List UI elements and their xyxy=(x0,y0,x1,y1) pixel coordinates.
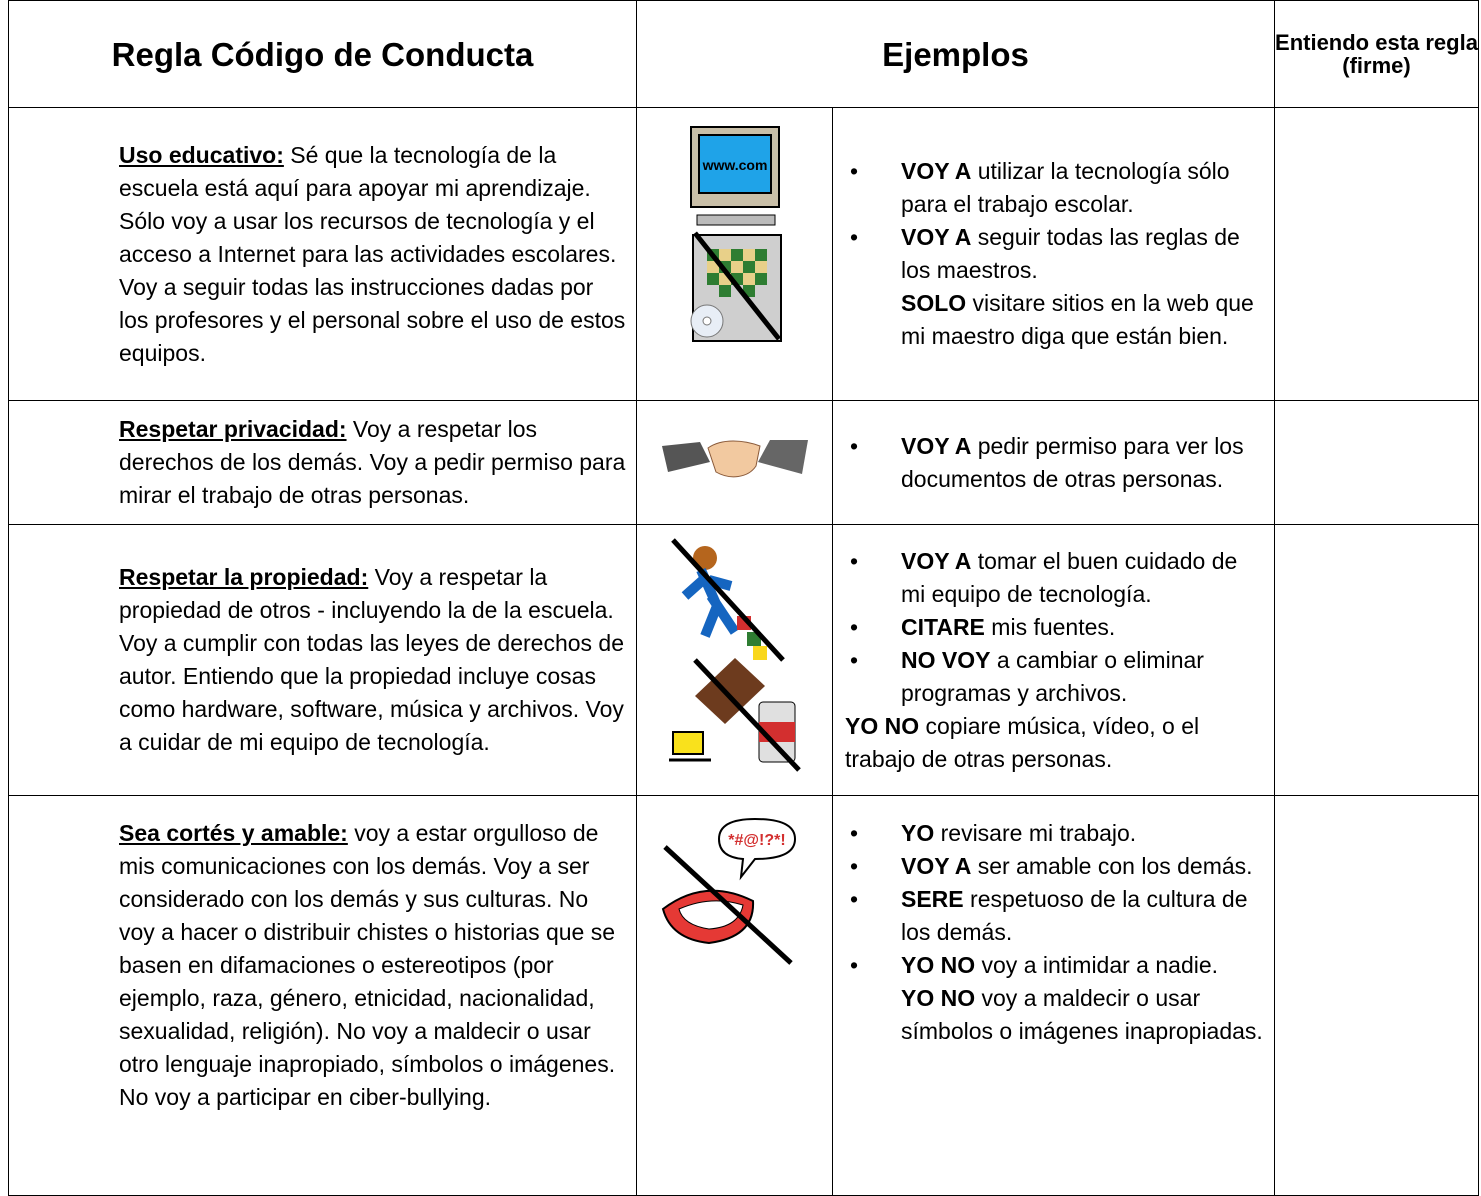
example-item: • VOY A tomar el buen cuidado de mi equip… xyxy=(833,545,1264,611)
sign-cell xyxy=(1274,795,1479,1196)
example-text: ser amable con los demás. xyxy=(971,853,1253,879)
rule-cell: Sea cortés y amable: voy a estar orgullo… xyxy=(8,795,637,1196)
example-item: • VOY A pedir permiso para ver los docume… xyxy=(833,430,1264,496)
icon-cell: www.com xyxy=(636,107,833,401)
sign-cell xyxy=(1274,107,1479,401)
rule-text: Voy a respetar la propiedad de otros - i… xyxy=(119,564,625,755)
example-bold: VOY A xyxy=(901,547,972,574)
header-row: Regla Código de Conducta Ejemplos Entien… xyxy=(8,0,1479,108)
examples-cell: • VOY A pedir permiso para ver los docume… xyxy=(832,400,1275,525)
conduct-table: Regla Código de Conducta Ejemplos Entien… xyxy=(8,0,1479,1196)
rule-title: Respetar la propiedad: xyxy=(119,564,369,590)
example-bold: YO NO xyxy=(901,952,976,978)
example-item: • VOY A utilizar la tecnología sólo para … xyxy=(833,155,1264,221)
bullet: • xyxy=(850,432,859,459)
example-item: • YO revisare mi trabajo. xyxy=(833,817,1264,850)
header-cell: Regla Código de Conducta xyxy=(8,0,637,108)
example-item: • YO NO voy a intimidar a nadie. xyxy=(833,949,1264,982)
example-item: SOLO visitare sitios en la web que mi ma… xyxy=(833,287,1264,353)
example-bold: NO VOY xyxy=(901,646,991,673)
bullet: • xyxy=(850,646,859,673)
example-text: seguir todas las reglas de los maestros. xyxy=(901,224,1240,283)
bullet: • xyxy=(850,820,859,846)
icon-cell xyxy=(636,524,833,796)
rule-text: Voy a respetar los derechos de los demás… xyxy=(119,416,626,508)
example-item: YO NO copiare música, vídeo, o el trabaj… xyxy=(833,710,1264,776)
bullet: • xyxy=(850,886,859,912)
bullet: • xyxy=(850,613,859,640)
handshake-icon xyxy=(661,440,808,478)
example-text: copiare música, vídeo, o el trabajo de o… xyxy=(845,712,1200,772)
example-bold: VOY A xyxy=(901,158,972,184)
bullet: • xyxy=(850,224,859,250)
example-item: • VOY A ser amable con los demás. xyxy=(833,850,1264,883)
examples-cell: • VOY A tomar el buen cuidado de mi equip… xyxy=(832,524,1275,796)
example-bold: SERE xyxy=(901,886,964,912)
rule-text: voy a estar orgulloso de mis comunicacio… xyxy=(119,820,616,1110)
bullet: • xyxy=(850,952,859,978)
example-item: • SERE respetuoso de la cultura de los de… xyxy=(833,883,1264,949)
icon-text: *#@!?*! xyxy=(728,832,785,849)
example-bold: VOY A xyxy=(901,432,972,459)
rule-title: Sea cortés y amable: xyxy=(119,820,348,846)
example-bold: VOY A xyxy=(901,853,972,879)
example-bold: SOLO xyxy=(901,290,967,316)
sign-cell xyxy=(1274,524,1479,796)
property-icons xyxy=(668,537,801,772)
rule-title: Respetar privacidad: xyxy=(119,416,347,442)
icon-cell xyxy=(636,400,833,525)
example-text: pedir permiso para ver los documentos de… xyxy=(901,432,1244,492)
bullet: • xyxy=(850,158,859,184)
row: Respetar la propiedad: Voy a respetar la… xyxy=(8,524,1479,796)
examples-cell: • YO revisare mi trabajo. • VOY A ser amabl… xyxy=(832,795,1275,1196)
example-text: tomar el buen cuidado de mi equipo de te… xyxy=(901,547,1238,607)
example-text: mis fuentes. xyxy=(984,613,1116,640)
example-item: • CITARE mis fuentes. xyxy=(833,611,1264,644)
rule-title: Uso educativo: xyxy=(119,141,284,168)
rule-cell: Respetar privacidad: Voy a respetar los … xyxy=(8,400,637,525)
example-text: utilizar la tecnología sólo para el trab… xyxy=(901,158,1230,217)
example-bold: VOY A xyxy=(901,224,972,250)
icon-text: www.com xyxy=(701,157,767,173)
sign-cell xyxy=(1274,400,1479,525)
example-bold: YO NO xyxy=(845,712,920,739)
icon-cell: *#@!?*! xyxy=(636,795,833,1196)
header-cell: Entiendo esta regla (firme) xyxy=(1274,0,1479,108)
example-item: • NO VOY a cambiar o eliminar programas y… xyxy=(833,644,1264,710)
computer-icons: www.com xyxy=(689,125,782,342)
rule-cell: Uso educativo: Sé que la tecnología de l… xyxy=(8,107,637,401)
example-text: voy a intimidar a nadie. xyxy=(975,952,1219,978)
example-bold: CITARE xyxy=(901,613,985,640)
header-cell: Ejemplos xyxy=(636,0,1275,108)
example-bold: YO NO xyxy=(901,985,976,1011)
bullet: • xyxy=(850,547,859,574)
examples-cell: • VOY A utilizar la tecnología sólo para … xyxy=(832,107,1275,401)
example-text: respetuoso de la cultura de los demás. xyxy=(901,886,1248,945)
example-text: a cambiar o eliminar programas y archivo… xyxy=(901,646,1204,706)
rule-text: Sé que la tecnología de la escuela está … xyxy=(119,141,626,366)
example-bold: YO xyxy=(901,820,935,846)
example-text: visitare sitios en la web que mi maestro… xyxy=(901,290,1254,349)
example-item: • VOY A seguir todas las reglas de los ma… xyxy=(833,221,1264,287)
bullet: • xyxy=(850,853,859,879)
rule-cell: Respetar la propiedad: Voy a respetar la… xyxy=(8,524,637,796)
example-text: voy a maldecir o usar símbolos o imágene… xyxy=(901,985,1263,1044)
row: Uso educativo: Sé que la tecnología de l… xyxy=(8,107,1479,401)
example-text: revisare mi trabajo. xyxy=(934,820,1137,846)
example-item: YO NO voy a maldecir o usar símbolos o i… xyxy=(833,982,1264,1048)
row: Respetar privacidad: Voy a respetar los … xyxy=(8,400,1479,525)
row: Sea cortés y amable: voy a estar orgullo… xyxy=(8,795,1479,1196)
mouth-icon: *#@!?*! xyxy=(661,817,796,965)
